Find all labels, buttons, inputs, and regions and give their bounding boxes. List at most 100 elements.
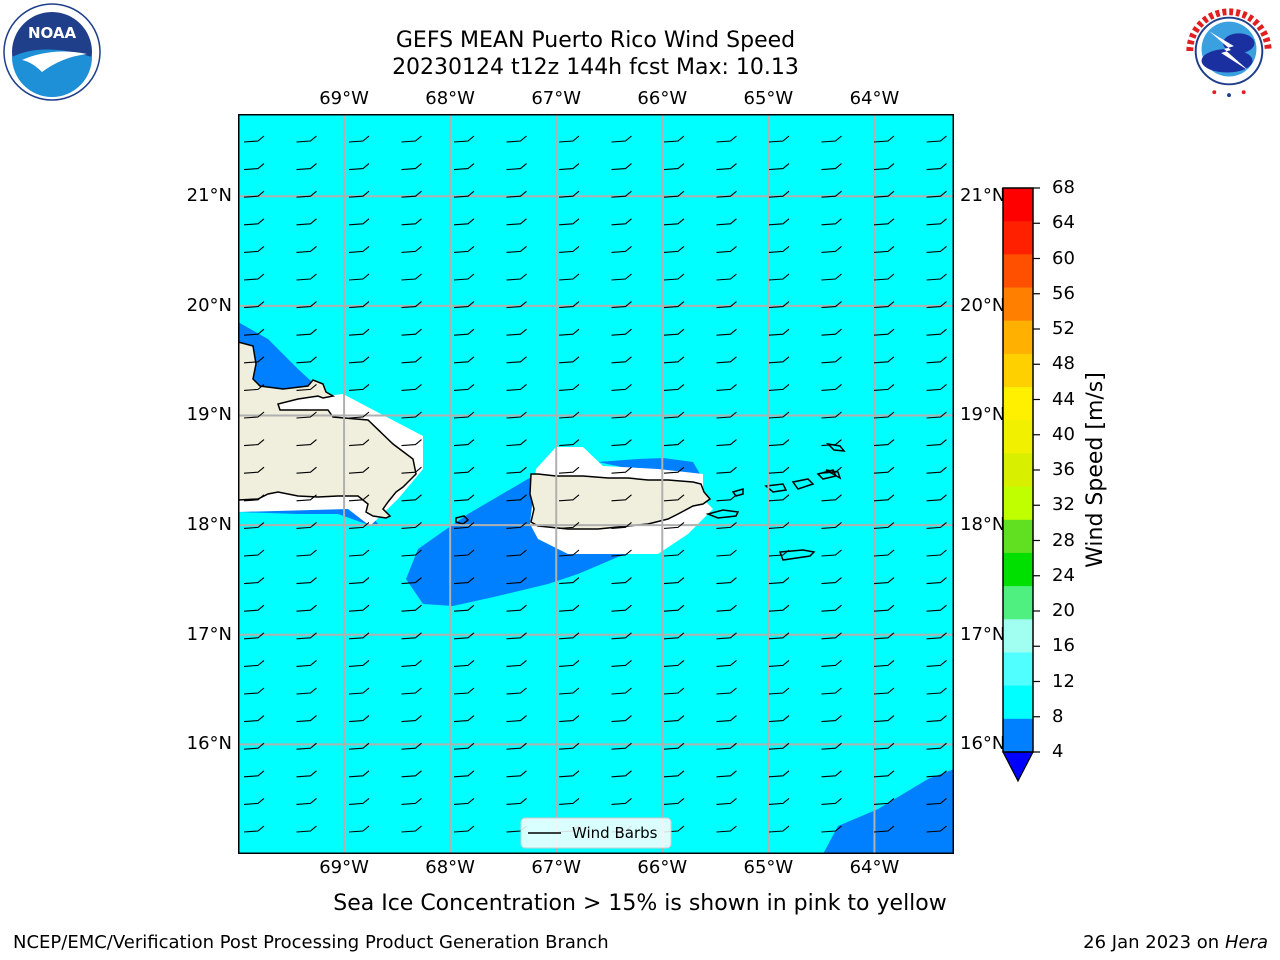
wind-barb (926, 577, 947, 585)
latitude-label: 18°N (186, 514, 232, 536)
wind-barb (926, 797, 947, 805)
latitude-label: 17°N (960, 623, 1006, 645)
longitude-label: 66°W (637, 88, 688, 109)
wind-barb (348, 273, 370, 281)
wind-barb (663, 328, 685, 336)
wind-barb (873, 135, 895, 143)
wind-barb (243, 273, 265, 281)
colorbar-tick-label: 44 (1052, 388, 1075, 410)
wind-barb (611, 632, 632, 640)
wind-barb (873, 245, 895, 253)
colorbar-tick-label: 28 (1052, 529, 1075, 551)
wind-barb (243, 328, 265, 336)
wind-barb (768, 439, 790, 447)
wind-barb (768, 632, 790, 640)
wind-barb (926, 273, 947, 281)
wind-barb (768, 770, 790, 778)
wind-barb (401, 411, 422, 419)
wind-barb (821, 411, 842, 419)
wind-barb (873, 687, 895, 695)
wind-barb (453, 577, 475, 585)
wind-barb (716, 383, 737, 391)
wind-barb (296, 273, 317, 281)
wind-barb (401, 632, 422, 640)
wind-barb (348, 466, 370, 474)
wind-barbs (243, 135, 947, 854)
wind-barb (506, 301, 527, 309)
wind-barb (453, 218, 475, 226)
longitude-label: 66°W (637, 857, 688, 878)
colorbar-segment (1003, 685, 1033, 720)
wind-barb (768, 301, 790, 309)
wind-barb (453, 163, 475, 171)
wind-barb (453, 715, 475, 723)
wind-barb (821, 328, 842, 336)
wind-barb (401, 273, 422, 281)
wind-barb (401, 190, 422, 198)
legend-label: Wind Barbs (572, 824, 658, 842)
colorbar-segment (1003, 320, 1033, 355)
wind-barb (611, 439, 632, 447)
wind-barb (401, 742, 422, 750)
wind-barb (768, 466, 790, 474)
wind-barb (663, 715, 685, 723)
sea-ice-note: Sea Ice Concentration > 15% is shown in … (333, 891, 947, 916)
low-wind-region (823, 769, 954, 854)
wind-barb (401, 825, 422, 833)
wind-barb (453, 273, 475, 281)
wind-barb (348, 383, 370, 391)
wind-barb (663, 687, 685, 695)
wind-barb (243, 439, 265, 447)
footer-date-text: 26 Jan 2023 on (1083, 932, 1225, 953)
wind-barb (296, 494, 317, 502)
wind-barb (716, 604, 737, 612)
wind-barb (558, 659, 580, 667)
longitude-label: 64°W (849, 857, 900, 878)
wind-barb (663, 163, 685, 171)
wind-barb (663, 439, 685, 447)
wind-barb (296, 659, 317, 667)
colorbar-tick-label: 24 (1052, 564, 1075, 586)
colorbar-segment (1003, 652, 1033, 687)
wind-barb (348, 411, 370, 419)
wind-barb (716, 770, 737, 778)
wind-barb (873, 411, 895, 419)
wind-barb (296, 687, 317, 695)
wind-barb (243, 659, 265, 667)
wind-barb (506, 190, 527, 198)
wind-barb (558, 632, 580, 640)
wind-barb (768, 521, 790, 529)
wind-barb (558, 273, 580, 281)
wind-barb (296, 797, 317, 805)
wind-barb (926, 163, 947, 171)
wind-barb (663, 521, 685, 529)
wind-barb (453, 494, 475, 502)
wind-barb (873, 356, 895, 364)
wind-barb (453, 742, 475, 750)
wind-barb (873, 797, 895, 805)
wind-barb (821, 632, 842, 640)
colorbar (1002, 187, 1040, 783)
wind-barb (348, 190, 370, 198)
colorbar-segment (1003, 486, 1033, 521)
wind-barb (243, 135, 265, 143)
wind-barb (821, 825, 842, 833)
wind-barb (873, 521, 895, 529)
wind-barb (821, 163, 842, 171)
wind-barb (611, 411, 632, 419)
wind-barb (243, 715, 265, 723)
colorbar-tick-label: 12 (1052, 670, 1075, 692)
wind-barb (506, 466, 527, 474)
wind-barb (611, 659, 632, 667)
wind-barb (663, 411, 685, 419)
wind-barb (453, 245, 475, 253)
land-virgin-islands (764, 442, 846, 493)
wind-barb (873, 163, 895, 171)
wind-barb (768, 577, 790, 585)
wind-barb (768, 135, 790, 143)
wind-barb (611, 770, 632, 778)
wind-barb (873, 825, 895, 833)
wind-barb (558, 797, 580, 805)
noaa-logo-icon: NOAA (3, 3, 101, 101)
wind-barb (348, 715, 370, 723)
